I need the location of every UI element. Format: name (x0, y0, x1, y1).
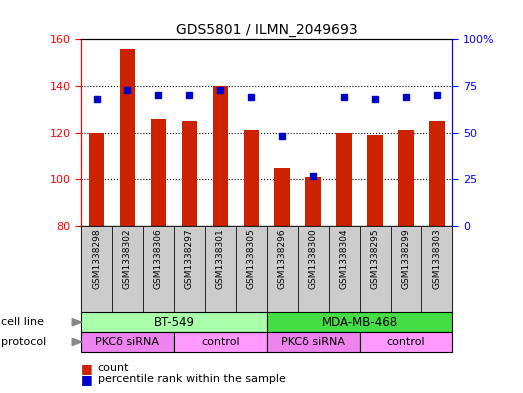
Bar (81, 332, 174, 352)
Text: PKCδ siRNA: PKCδ siRNA (96, 337, 160, 347)
Bar (429, 121, 445, 226)
Text: GSM1338297: GSM1338297 (185, 229, 194, 289)
Text: GSM1338295: GSM1338295 (370, 229, 380, 289)
Text: protocol: protocol (1, 337, 47, 347)
Text: GSM1338304: GSM1338304 (339, 229, 349, 289)
Bar (398, 130, 414, 226)
Bar (181, 121, 197, 226)
Bar (360, 226, 391, 312)
Text: control: control (201, 337, 240, 347)
Bar (267, 312, 452, 332)
Bar (422, 226, 452, 312)
Bar (367, 135, 383, 226)
Bar (360, 332, 452, 352)
Text: cell line: cell line (1, 317, 44, 327)
Bar (244, 130, 259, 226)
Polygon shape (72, 338, 82, 345)
Bar (275, 168, 290, 226)
Bar (298, 226, 328, 312)
Text: GSM1338296: GSM1338296 (278, 229, 287, 289)
Text: control: control (386, 337, 425, 347)
Title: GDS5801 / ILMN_2049693: GDS5801 / ILMN_2049693 (176, 23, 358, 37)
Text: GSM1338303: GSM1338303 (433, 229, 441, 289)
Bar (305, 177, 321, 226)
Bar (81, 312, 267, 332)
Text: BT-549: BT-549 (153, 316, 195, 329)
Bar (205, 226, 236, 312)
Bar (267, 226, 298, 312)
Bar (267, 332, 360, 352)
Bar (120, 49, 135, 226)
Text: count: count (98, 363, 129, 373)
Text: GSM1338302: GSM1338302 (123, 229, 132, 289)
Bar (336, 132, 352, 226)
Text: ■: ■ (81, 362, 93, 375)
Text: PKCδ siRNA: PKCδ siRNA (281, 337, 345, 347)
Bar (89, 132, 104, 226)
Text: GSM1338301: GSM1338301 (216, 229, 225, 289)
Bar (174, 226, 205, 312)
Text: GSM1338306: GSM1338306 (154, 229, 163, 289)
Bar (328, 226, 360, 312)
Bar (212, 86, 228, 226)
Bar (151, 119, 166, 226)
Polygon shape (72, 319, 82, 326)
Text: MDA-MB-468: MDA-MB-468 (322, 316, 397, 329)
Text: GSM1338300: GSM1338300 (309, 229, 317, 289)
Text: ■: ■ (81, 373, 93, 386)
Bar (391, 226, 422, 312)
Bar (174, 332, 267, 352)
Bar (81, 226, 112, 312)
Text: percentile rank within the sample: percentile rank within the sample (98, 374, 286, 384)
Text: GSM1338305: GSM1338305 (247, 229, 256, 289)
Text: GSM1338299: GSM1338299 (402, 229, 411, 289)
Bar (143, 226, 174, 312)
Bar (112, 226, 143, 312)
Text: GSM1338298: GSM1338298 (92, 229, 101, 289)
Bar (236, 226, 267, 312)
